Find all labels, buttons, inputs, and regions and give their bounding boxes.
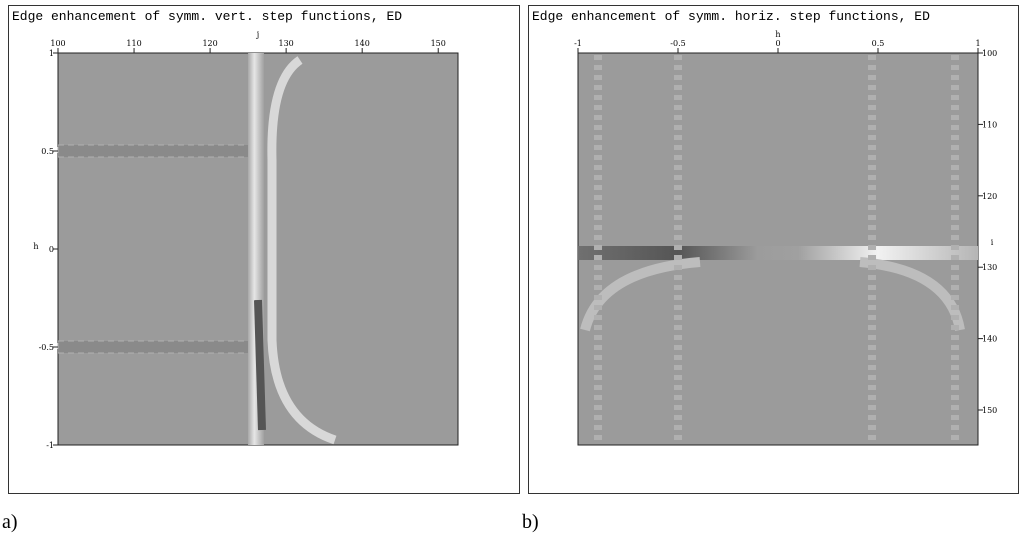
- image-band: [578, 246, 978, 260]
- panel-title: Edge enhancement of symm. horiz. step fu…: [532, 9, 930, 24]
- image-band: [57, 340, 251, 354]
- x-tick-label: 100: [50, 39, 65, 48]
- x-tick-label: 140: [355, 39, 370, 48]
- y-tick-label: 140: [982, 335, 997, 344]
- x-axis-label: h: [775, 30, 780, 39]
- y-tick-label: -0.5: [39, 343, 54, 352]
- x-tick-label: 0: [775, 39, 780, 48]
- panel-title: Edge enhancement of symm. vert. step fun…: [12, 9, 402, 24]
- y-tick-label: -1: [46, 441, 54, 450]
- panel-frame: [8, 5, 520, 494]
- x-axis-label: j: [256, 30, 259, 39]
- y-tick-label: 100: [982, 49, 997, 58]
- caption: a): [2, 511, 18, 533]
- image-band: [57, 144, 251, 158]
- y-tick-label: 120: [982, 192, 997, 201]
- x-tick-label: 130: [278, 39, 293, 48]
- image-curve: [267, 56, 337, 445]
- y-axis-label: h: [33, 242, 38, 251]
- image-curve: [254, 299, 266, 431]
- y-tick-label: 150: [982, 406, 997, 415]
- x-tick-label: 110: [126, 39, 141, 48]
- y-tick-label: 0: [49, 245, 54, 254]
- y-tick-label: 130: [982, 263, 997, 272]
- x-tick-label: -1: [574, 39, 582, 48]
- y-tick-label: 110: [982, 120, 997, 129]
- x-tick-label: 150: [431, 39, 446, 48]
- x-tick-label: 1: [975, 39, 980, 48]
- y-tick-label: 1: [49, 49, 54, 58]
- image-lines: [594, 55, 959, 443]
- x-tick-label: -0.5: [670, 39, 685, 48]
- y-tick-label: 0.5: [41, 147, 54, 156]
- x-tick-label: 120: [202, 39, 217, 48]
- y-axis-label: i: [991, 238, 994, 247]
- panel-frame: [528, 5, 1019, 494]
- caption: b): [522, 511, 539, 533]
- x-tick-label: 0.5: [872, 39, 885, 48]
